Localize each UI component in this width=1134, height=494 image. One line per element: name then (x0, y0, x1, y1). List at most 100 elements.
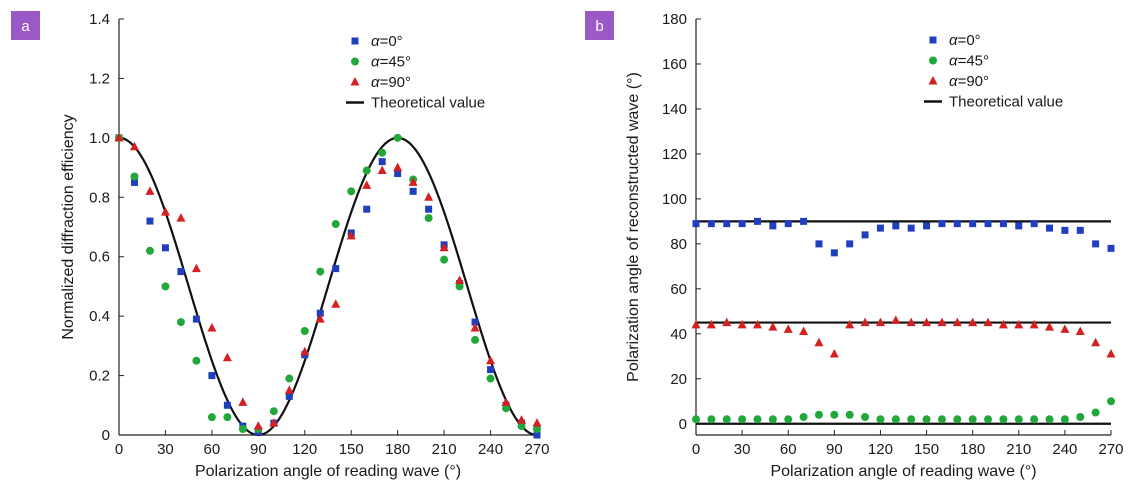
chart-a-point (331, 220, 340, 229)
chart-a-x-tick-label: 150 (339, 441, 364, 458)
chart-b-point (907, 415, 916, 424)
chart-a-point (130, 172, 139, 181)
chart-a-point (377, 165, 387, 175)
chart-b-point (1091, 337, 1101, 347)
chart-b-x-tick-label: 0 (692, 441, 700, 458)
chart-b-x-tick-label: 150 (914, 441, 939, 458)
chart-a-point (223, 401, 231, 409)
chart-panel-b: b 0 30 60 90 120 150 180 210 240 270 0 20 40 60 80 100 12… (567, 0, 1134, 494)
chart-a-point (316, 267, 325, 276)
chart-b-point (814, 410, 823, 419)
chart-a-point (362, 180, 372, 189)
chart-b-point (860, 317, 870, 327)
chart-a-y-tick-label: 1.4 (89, 11, 110, 28)
chart-b-legend-label: α=0° (949, 32, 981, 49)
chart-a-point (486, 374, 495, 383)
chart-b-point (876, 224, 884, 232)
chart-b-point (784, 415, 793, 424)
chart-a-x-tick-label: 60 (204, 441, 221, 458)
chart-b-point (753, 217, 761, 225)
chart-b-point (845, 319, 855, 329)
chart-b-point (1014, 415, 1023, 424)
chart-b-x-tick-label: 30 (734, 441, 751, 458)
chart-b-point (891, 315, 901, 324)
chart-b-point (953, 220, 961, 228)
chart-b-y-tick-label: 80 (670, 236, 687, 253)
chart-a-point (517, 422, 526, 431)
chart-b-point (969, 220, 977, 228)
chart-b-point (814, 337, 824, 347)
chart-b-point (984, 220, 992, 228)
chart-a-point (191, 263, 201, 273)
chart-a-point (347, 187, 356, 196)
chart-b-point (707, 220, 715, 228)
chart-a-y-tick-label: 1.0 (89, 130, 110, 147)
chart-b-x-tick-label: 210 (1006, 441, 1031, 458)
chart-a-point (253, 421, 263, 430)
chart-b-point (1045, 415, 1054, 424)
chart-a-legend-item: Theoretical value (346, 95, 485, 112)
chart-b-y-tick-label: 160 (662, 56, 687, 73)
chart-a-point (176, 318, 185, 327)
chart-a-x-tick-label: 180 (385, 441, 410, 458)
chart-b-legend-label: α=45° (949, 53, 989, 70)
chart-b-legend-item: α=90° (928, 73, 989, 90)
chart-b-point (738, 220, 746, 228)
chart-a-legend-label: α=0° (371, 33, 403, 50)
chart-b-point (1046, 224, 1054, 232)
chart-b-legend-label: Theoretical value (949, 94, 1063, 111)
chart-a-y-tick-label: 0.2 (89, 368, 110, 385)
chart-b-point (1061, 226, 1069, 234)
chart-a-panel-label: a (21, 18, 30, 35)
chart-a-point (192, 315, 200, 323)
chart-b-legend-swatch (929, 56, 937, 65)
chart-a-point (502, 404, 511, 413)
chart-a-svg: a 0 30 60 90 120 150 180 210 240 270 0 0.2 0.4 0.6 0.8 1… (11, 11, 550, 480)
chart-a-point (208, 372, 216, 380)
chart-a-point (145, 186, 155, 195)
chart-a-point (207, 413, 216, 422)
chart-b-point (768, 322, 778, 331)
chart-b-point (829, 349, 839, 358)
chart-a-y-tick-label: 0 (102, 427, 110, 444)
chart-b-point (875, 317, 885, 327)
chart-a-point (145, 246, 154, 255)
chart-b-point (968, 415, 977, 424)
chart-a-y-tick-label: 1.2 (89, 70, 110, 87)
chart-b-point (937, 415, 946, 424)
chart-a-point (517, 415, 527, 424)
chart-a-x-axis-label: Polarization angle of reading wave (°) (195, 463, 461, 480)
chart-b-point (1045, 322, 1055, 331)
chart-a-point (425, 205, 433, 213)
chart-a-point (533, 425, 541, 434)
chart-a-point (424, 214, 433, 223)
chart-b-x-tick-label: 120 (868, 441, 893, 458)
chart-b-point (999, 220, 1007, 228)
chart-a-point (471, 335, 480, 344)
chart-b-point (1030, 220, 1038, 228)
chart-b-y-tick-label: 100 (662, 191, 687, 208)
chart-b-point (1014, 319, 1024, 329)
chart-b-y-tick-label: 0 (679, 416, 687, 433)
chart-a-point (439, 242, 449, 252)
chart-b-point (1060, 415, 1069, 424)
chart-b-y-tick-label: 180 (662, 11, 687, 28)
chart-a-point (487, 366, 495, 374)
chart-a-point (161, 282, 170, 291)
chart-a-y-tick-label: 0.8 (89, 189, 110, 206)
chart-a-point (532, 418, 542, 427)
chart-a-y-tick-label: 0.4 (89, 308, 110, 325)
chart-a-point (332, 265, 340, 273)
chart-b-point (752, 319, 762, 329)
chart-b-legend-item: Theoretical value (924, 94, 1063, 111)
chart-b-point (768, 415, 777, 424)
chart-a-point (146, 217, 154, 225)
chart-a-point (285, 392, 293, 400)
chart-b-y-tick-label: 60 (670, 281, 687, 298)
chart-a-x-tick-label: 0 (115, 441, 123, 458)
chart-a-point (455, 275, 465, 284)
chart-a-panel-badge: a (11, 11, 40, 40)
chart-a-point (424, 192, 434, 201)
chart-b-point (861, 413, 870, 422)
chart-b-point (1030, 415, 1039, 424)
